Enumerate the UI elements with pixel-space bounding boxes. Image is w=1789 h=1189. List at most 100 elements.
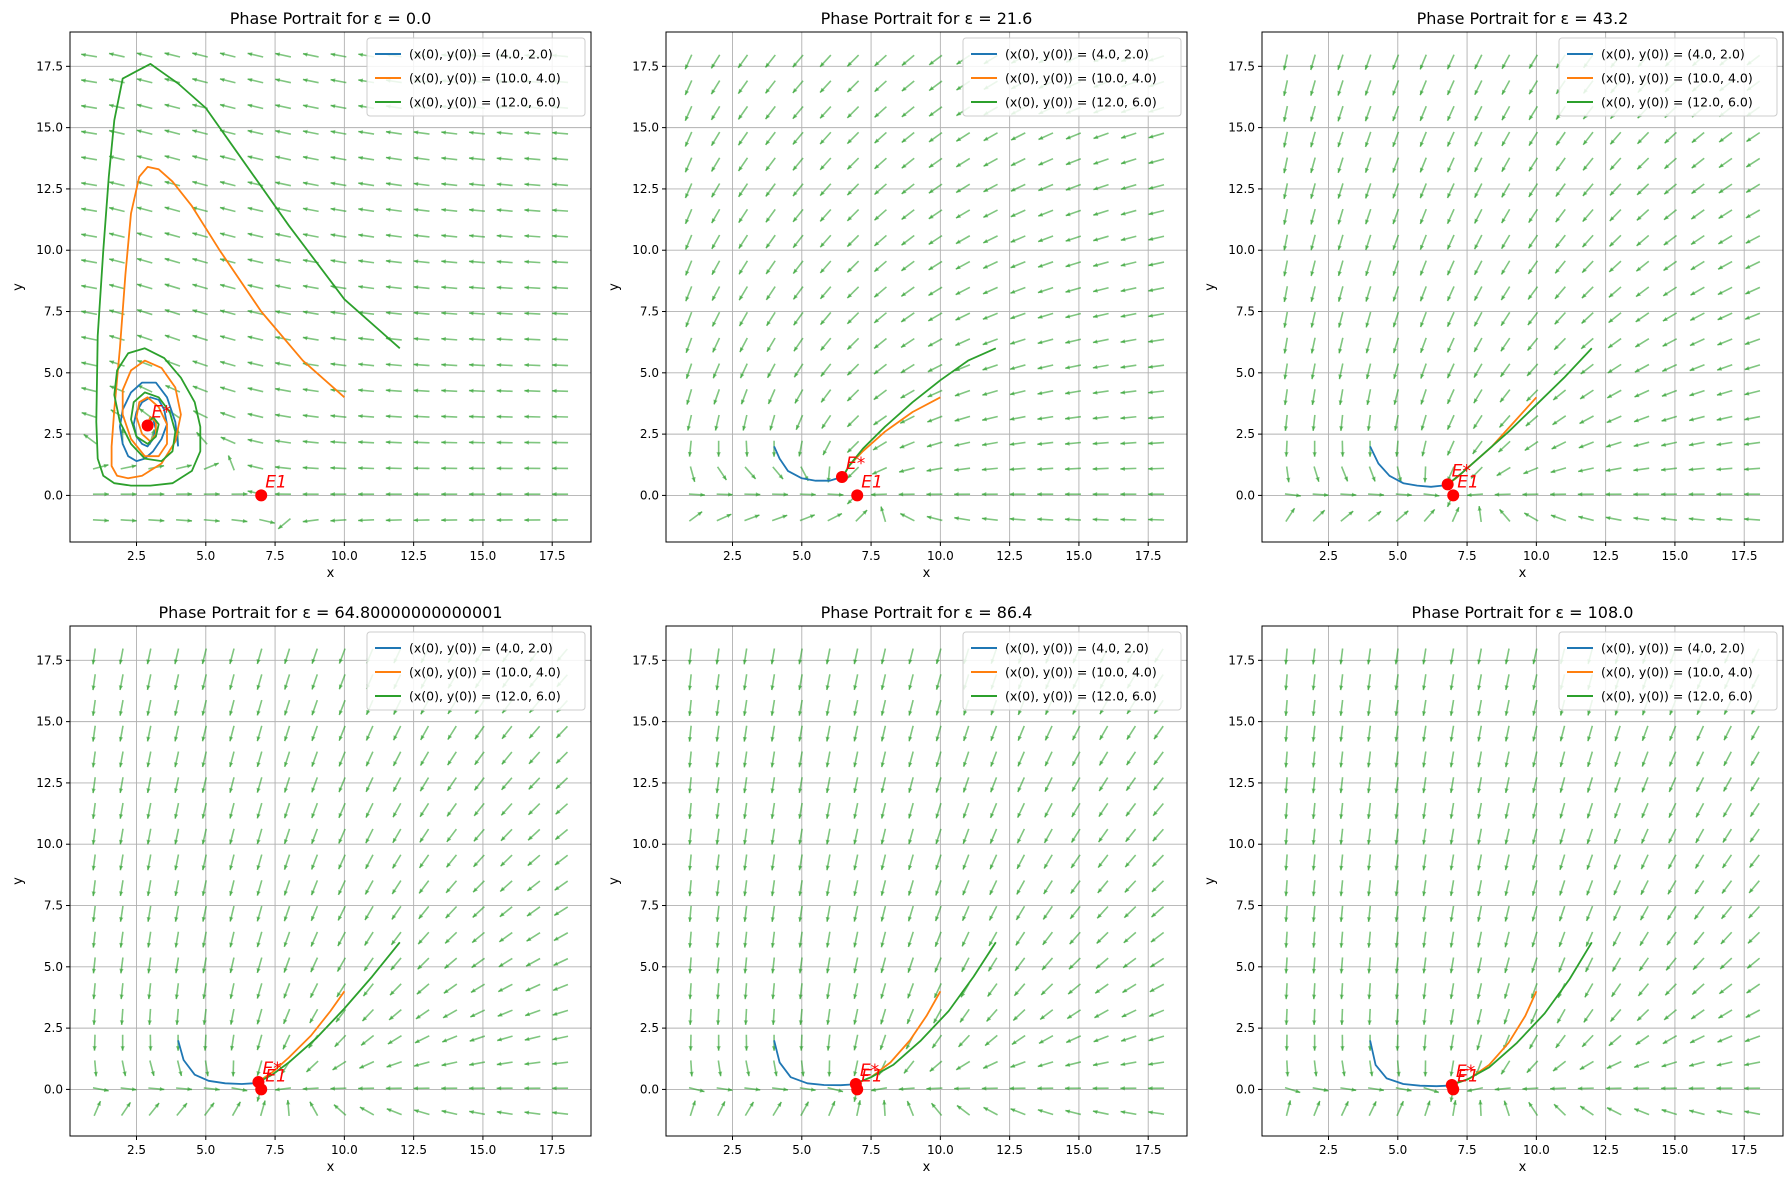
field-arrow [1037, 492, 1054, 497]
field-arrow [1392, 157, 1400, 173]
field-arrow [1526, 1060, 1539, 1074]
field-arrow [901, 80, 915, 92]
field-arrow [981, 492, 998, 497]
field-arrow [256, 777, 263, 793]
field-arrow [1609, 131, 1622, 145]
field-arrow [247, 206, 264, 213]
field-arrow [990, 751, 998, 767]
field-arrow [1477, 648, 1483, 665]
field-arrow [552, 182, 569, 187]
field-arrow [553, 957, 569, 967]
field-arrow [798, 957, 803, 974]
field-arrow [91, 802, 97, 819]
field-arrow [770, 905, 776, 922]
field-arrow [797, 699, 803, 716]
field-arrow [441, 362, 458, 368]
field-arrow [827, 1060, 832, 1077]
field-arrow [441, 285, 458, 290]
field-arrow [108, 232, 125, 238]
field-arrow [1042, 931, 1054, 946]
field-arrow [928, 234, 943, 246]
field-arrow [982, 364, 998, 371]
field-arrow [164, 103, 181, 110]
field-arrow [954, 441, 971, 447]
field-arrow [765, 208, 776, 223]
field-arrow [174, 854, 180, 871]
field-arrow [1446, 286, 1455, 302]
field-arrow [247, 386, 264, 393]
field-arrow [1010, 157, 1026, 167]
field-arrow [1722, 802, 1733, 818]
field-arrow [1010, 209, 1026, 218]
field-arrow [496, 440, 513, 445]
field-arrow [1473, 157, 1483, 173]
field-arrow [1044, 777, 1053, 793]
field-arrow [174, 905, 180, 922]
field-arrow [1635, 312, 1650, 323]
field-arrow [1633, 1060, 1650, 1069]
field-arrow [1010, 132, 1026, 141]
field-arrow [955, 260, 971, 270]
field-arrow [1663, 234, 1677, 246]
field-arrow [962, 725, 970, 742]
field-arrow [742, 828, 748, 845]
y-tick-label: 15.0 [632, 715, 659, 729]
y-tick-label: 0.0 [44, 1082, 63, 1096]
field-arrow [1282, 183, 1289, 200]
subplot-4: E*E12.5 5.0 7.5 10.0 12.5 15.0 17.50.02.55.07.… [11, 603, 592, 1175]
field-arrow [472, 906, 485, 919]
field-arrow [744, 1101, 755, 1117]
field-arrow [1338, 363, 1344, 380]
field-arrow [247, 283, 264, 290]
field-arrow [419, 751, 430, 767]
field-arrow [524, 182, 541, 187]
trajectory-line-1 [1369, 446, 1448, 488]
field-arrow [684, 260, 693, 276]
field-arrow [1422, 931, 1427, 948]
field-arrow [1009, 415, 1026, 421]
field-arrow [176, 1086, 193, 1092]
field-arrow [1494, 1086, 1511, 1092]
field-arrow [711, 260, 721, 276]
field-arrow [256, 751, 263, 768]
field-arrow [765, 234, 776, 249]
field-arrow [446, 828, 458, 843]
field-arrow [826, 1008, 831, 1025]
x-tick-label: 17.5 [1135, 1143, 1162, 1157]
field-arrow [932, 1008, 943, 1024]
field-arrow [385, 466, 402, 471]
field-arrow [1423, 1060, 1428, 1077]
field-arrow [846, 131, 860, 145]
field-arrow [1124, 854, 1137, 868]
field-arrow [1555, 131, 1566, 146]
field-arrow [1340, 466, 1349, 482]
field-arrow [686, 414, 693, 431]
field-arrow [959, 1008, 970, 1023]
field-arrow [385, 207, 402, 213]
field-arrow [1688, 516, 1705, 522]
field-arrow [81, 335, 98, 341]
field-arrow [219, 77, 236, 84]
field-arrow [385, 414, 402, 419]
field-arrow [1695, 777, 1705, 793]
field-arrow [1419, 54, 1428, 70]
field-arrow [108, 52, 125, 58]
field-arrow [1531, 957, 1538, 974]
field-arrow [201, 648, 208, 665]
field-arrow [392, 725, 402, 741]
field-arrow [1368, 510, 1382, 522]
field-arrow [1501, 157, 1511, 173]
field-arrow [302, 465, 319, 470]
equilibrium-label: E1 [861, 1066, 883, 1086]
field-arrow [443, 983, 458, 994]
field-arrow [1504, 802, 1510, 819]
field-arrow [846, 260, 860, 273]
legend-entry: (x(0), y(0)) = (4.0, 2.0) [1005, 47, 1149, 62]
field-arrow [418, 880, 430, 894]
field-arrow [1340, 492, 1357, 497]
field-arrow [524, 414, 541, 419]
field-arrow [1395, 492, 1412, 498]
field-arrow [385, 388, 402, 393]
field-arrow [764, 131, 776, 146]
